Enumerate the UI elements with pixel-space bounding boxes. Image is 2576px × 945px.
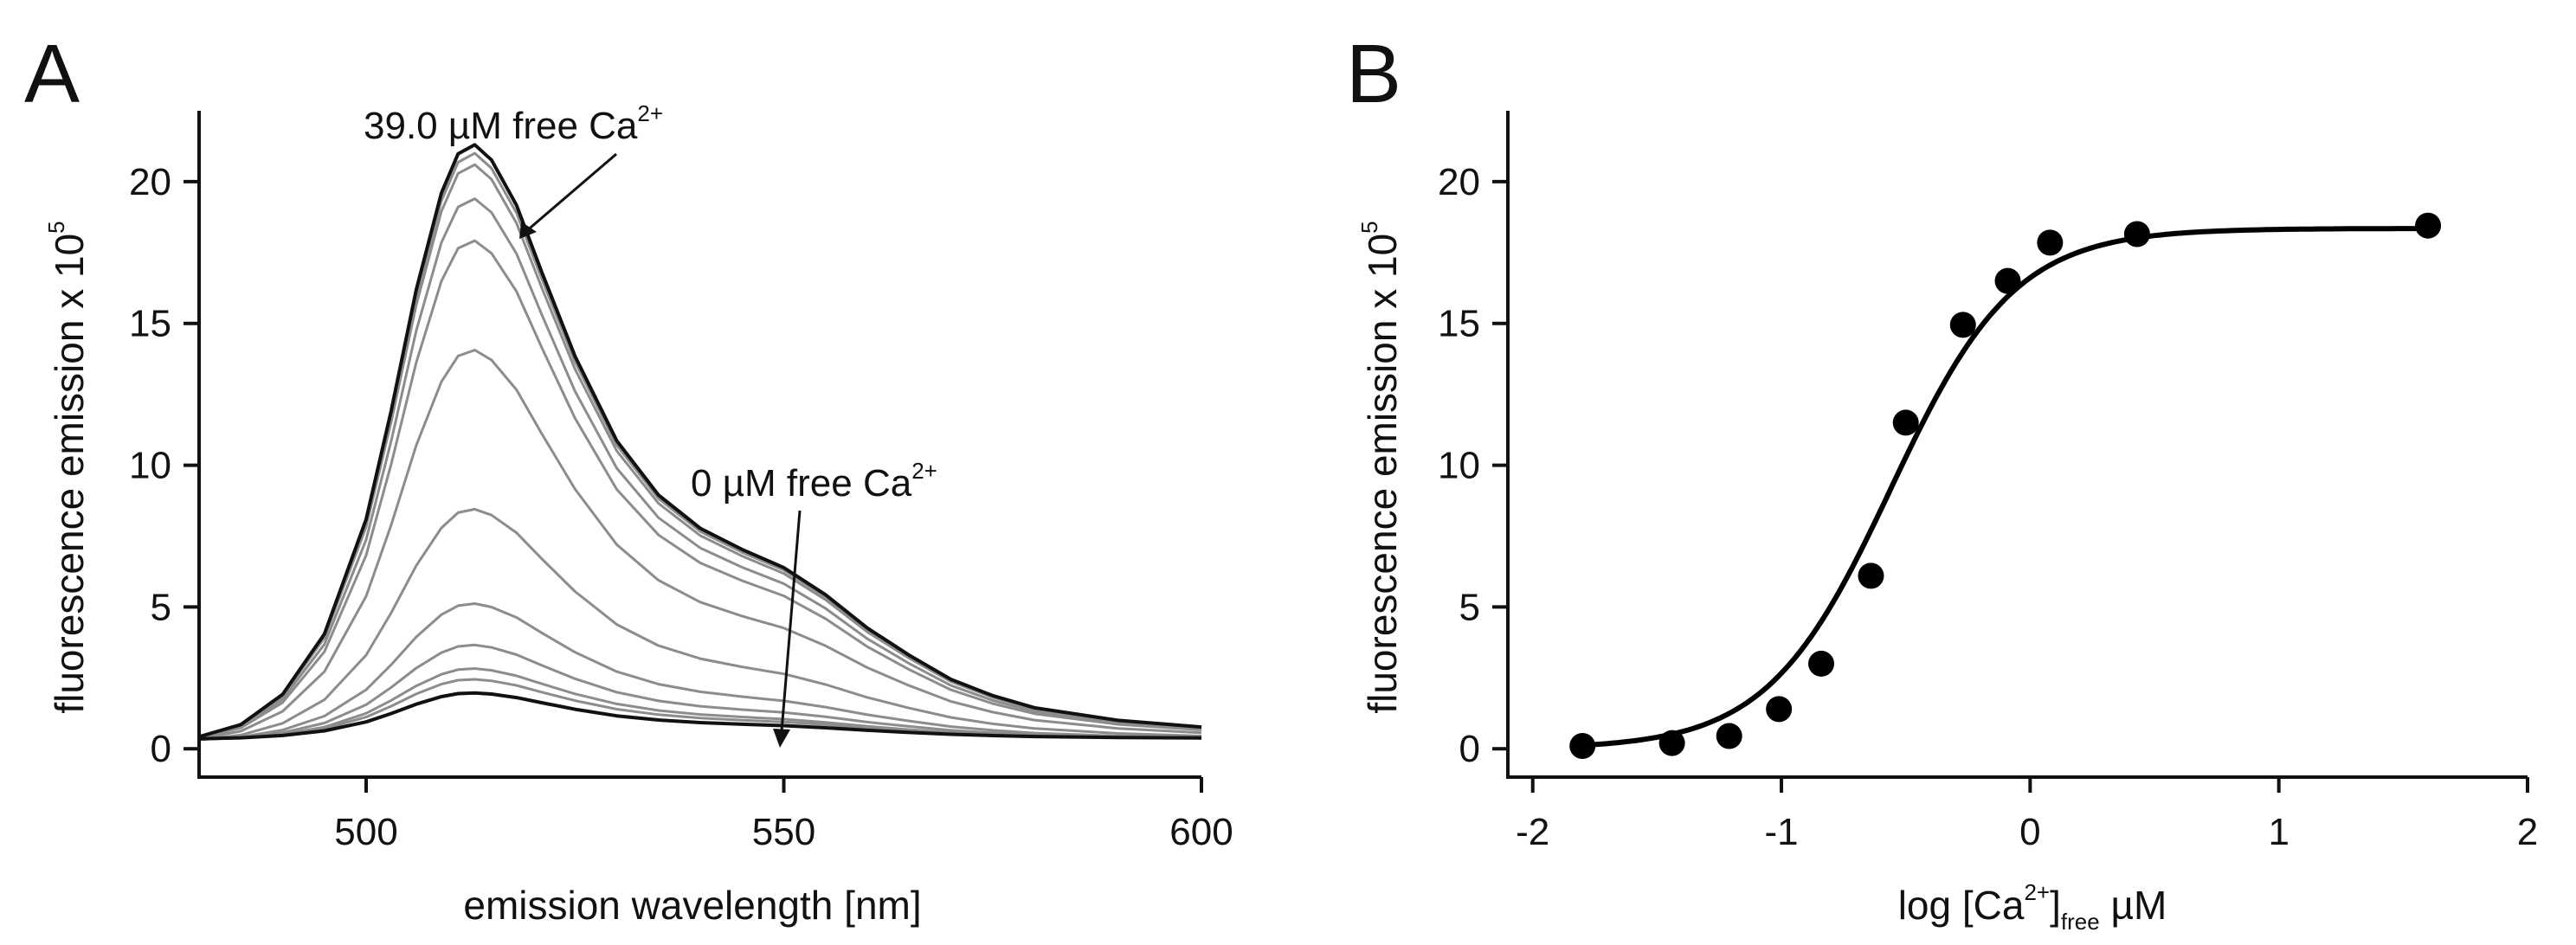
panel-a-x-tick-label: 600 — [1169, 811, 1233, 853]
spectrum-curve-9 — [198, 197, 1202, 739]
panel-b-y-tick-label: 15 — [1438, 303, 1480, 345]
data-point-12 — [2415, 212, 2442, 239]
panel-b-x-tick-label: 0 — [2019, 811, 2040, 853]
panel-a-y-tick-label: 20 — [129, 161, 171, 203]
spectrum-curve-1 — [198, 691, 1202, 741]
panel-a-y-tick-label: 15 — [129, 303, 171, 345]
panel-a-y-tick-label: 0 — [151, 728, 171, 770]
panel-b-fit-curve — [1569, 226, 2429, 749]
panel-b-ticks: 0 5 10 15 20 -2 -1 0 1 2 — [1438, 161, 2538, 853]
spectrum-curve-8 — [198, 239, 1202, 740]
spectrum-curve-12 — [198, 143, 1202, 739]
spectrum-curve-4 — [198, 643, 1202, 741]
annotation-zero-ca-text: 0 µM free Ca — [691, 462, 912, 505]
panel-b-x-label-sup: 2+ — [2024, 879, 2050, 905]
panel-b: B 0 5 10 15 20 -2 -1 0 1 2 log [Ca2+]free µM fluo… — [1346, 28, 2538, 935]
spectrum-curve-3 — [198, 667, 1202, 741]
data-point-6 — [1858, 562, 1884, 589]
data-point-2 — [1658, 730, 1685, 756]
panel-b-x-tick-label: -1 — [1764, 811, 1798, 853]
spectrum-curve-10 — [198, 163, 1202, 739]
panel-a-ticks: 0 5 10 15 20 500 550 600 — [129, 161, 1233, 853]
data-point-10 — [2037, 229, 2064, 256]
annotation-max-ca-text: 39.0 µM free Ca — [364, 105, 638, 147]
panel-b-y-label: fluorescence emission x 105 — [1356, 221, 1405, 713]
annotation-zero-ca-arrow — [780, 510, 802, 732]
annotation-zero-ca-sup: 2+ — [911, 458, 937, 484]
panel-b-x-label-mid: ] — [2050, 883, 2061, 928]
panel-a-x-tick-label: 550 — [752, 811, 815, 853]
data-point-1 — [1569, 732, 1596, 759]
data-point-11 — [2123, 221, 2150, 248]
annotation-max-ca-arrowhead — [519, 222, 537, 239]
panel-a-y-tick-label: 5 — [151, 586, 171, 628]
panel-a-curves — [198, 143, 1202, 742]
annotation-zero-ca: 0 µM free Ca2+ — [691, 458, 937, 505]
panel-a-x-tick-label: 500 — [334, 811, 397, 853]
data-point-7 — [1892, 409, 1919, 436]
spectrum-curve-6 — [198, 507, 1202, 742]
panel-b-x-label: log [Ca2+]free µM — [1898, 879, 2167, 935]
panel-b-y-label-exp: 5 — [1356, 221, 1382, 233]
panel-b-y-tick-label: 10 — [1438, 445, 1480, 487]
panel-b-y-tick-label: 5 — [1459, 586, 1480, 628]
data-point-8 — [1949, 312, 1976, 338]
panel-a: A 0 5 10 15 20 500 550 600 emission wavelength … — [24, 28, 1233, 928]
annotation-max-ca-sup: 2+ — [637, 100, 663, 126]
spectrum-curve-11 — [198, 151, 1202, 738]
panel-a-y-tick-label: 10 — [129, 445, 171, 487]
panel-a-y-label-main: fluorescence emission x 10 — [47, 234, 92, 714]
panel-b-x-tick-label: 2 — [2517, 811, 2538, 853]
panel-a-y-label: fluorescence emission x 105 — [43, 221, 92, 713]
panel-a-x-label: emission wavelength [nm] — [463, 883, 921, 928]
data-point-4 — [1766, 696, 1793, 723]
annotation-max-ca-arrow — [525, 152, 617, 234]
panel-a-letter: A — [24, 28, 80, 120]
panel-b-y-tick-label: 20 — [1438, 161, 1480, 203]
panel-a-y-label-exp: 5 — [43, 221, 69, 233]
panel-b-x-label-post: µM — [2100, 883, 2167, 928]
panel-b-x-tick-label: -2 — [1516, 811, 1549, 853]
panel-b-y-label-main: fluorescence emission x 10 — [1360, 234, 1405, 714]
panel-b-x-tick-label: 1 — [2268, 811, 2289, 853]
panel-b-letter: B — [1346, 28, 1401, 120]
data-point-5 — [1808, 650, 1835, 677]
annotation-max-ca: 39.0 µM free Ca2+ — [364, 100, 663, 147]
annotation-zero-ca-arrowhead — [773, 729, 790, 748]
spectrum-curve-5 — [198, 602, 1202, 742]
data-point-3 — [1716, 723, 1742, 749]
data-point-9 — [1994, 267, 2021, 294]
panel-b-x-label-sub: free — [2061, 909, 2100, 935]
panel-b-x-label-pre: log [Ca — [1898, 883, 2025, 928]
spectrum-curve-7 — [198, 349, 1202, 741]
panel-b-points — [1569, 212, 2442, 759]
panel-b-y-tick-label: 0 — [1459, 728, 1480, 770]
